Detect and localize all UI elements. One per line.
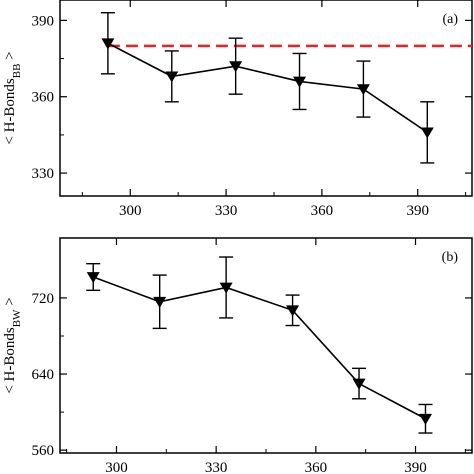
panel-a: 300 330 360 390 330 360 390 < H-BondsBB > (a) bbox=[2, 0, 473, 219]
x-tick-label: 300 bbox=[105, 460, 128, 474]
x-tick-label: 390 bbox=[406, 203, 429, 219]
data-point bbox=[86, 272, 100, 284]
data-point bbox=[219, 282, 233, 294]
x-tick-label: 360 bbox=[305, 460, 328, 474]
panel-label: (b) bbox=[442, 250, 459, 265]
x-tick-label: 390 bbox=[404, 460, 427, 474]
y-tick-label: 640 bbox=[32, 367, 55, 383]
y-axis-title: < H-BondsBB > bbox=[2, 51, 23, 144]
plot-frame bbox=[59, 0, 473, 197]
y-tick-label: 560 bbox=[32, 443, 55, 459]
x-tick-label: 360 bbox=[311, 203, 334, 219]
y-axis-title: < H-BondsBW > bbox=[2, 297, 23, 393]
panel-label: (a) bbox=[442, 12, 458, 27]
y-tick-label: 360 bbox=[32, 90, 55, 106]
data-point bbox=[352, 378, 366, 390]
data-point bbox=[420, 127, 434, 139]
panel-b: 300 330 360 390 560 640 720 < H-BondsBW > (b) bbox=[2, 237, 473, 474]
y-axis-title-subscript: BW bbox=[11, 309, 23, 327]
data-point bbox=[101, 38, 115, 50]
series-line bbox=[92, 276, 426, 420]
y-axis-title-tail: > bbox=[2, 297, 18, 309]
y-axis-title-main: < H-Bonds bbox=[2, 78, 18, 145]
plot-frame bbox=[59, 237, 473, 454]
y-axis-title-subscript: BB bbox=[11, 64, 23, 79]
data-point bbox=[418, 413, 432, 425]
data-point bbox=[293, 76, 307, 88]
data-point bbox=[165, 71, 179, 83]
y-tick-label: 720 bbox=[32, 291, 55, 307]
series-line bbox=[107, 42, 428, 134]
y-tick-label: 390 bbox=[32, 13, 55, 29]
y-axis-title-main: < H-Bonds bbox=[2, 327, 18, 394]
x-tick-label: 300 bbox=[119, 203, 142, 219]
x-tick-label: 330 bbox=[205, 460, 228, 474]
y-tick-label: 330 bbox=[32, 166, 55, 182]
data-point bbox=[229, 61, 243, 73]
y-axis-title-tail: > bbox=[2, 51, 18, 63]
data-point bbox=[356, 84, 370, 96]
data-point bbox=[153, 296, 167, 308]
x-tick-label: 330 bbox=[215, 203, 238, 219]
data-point bbox=[286, 305, 300, 317]
